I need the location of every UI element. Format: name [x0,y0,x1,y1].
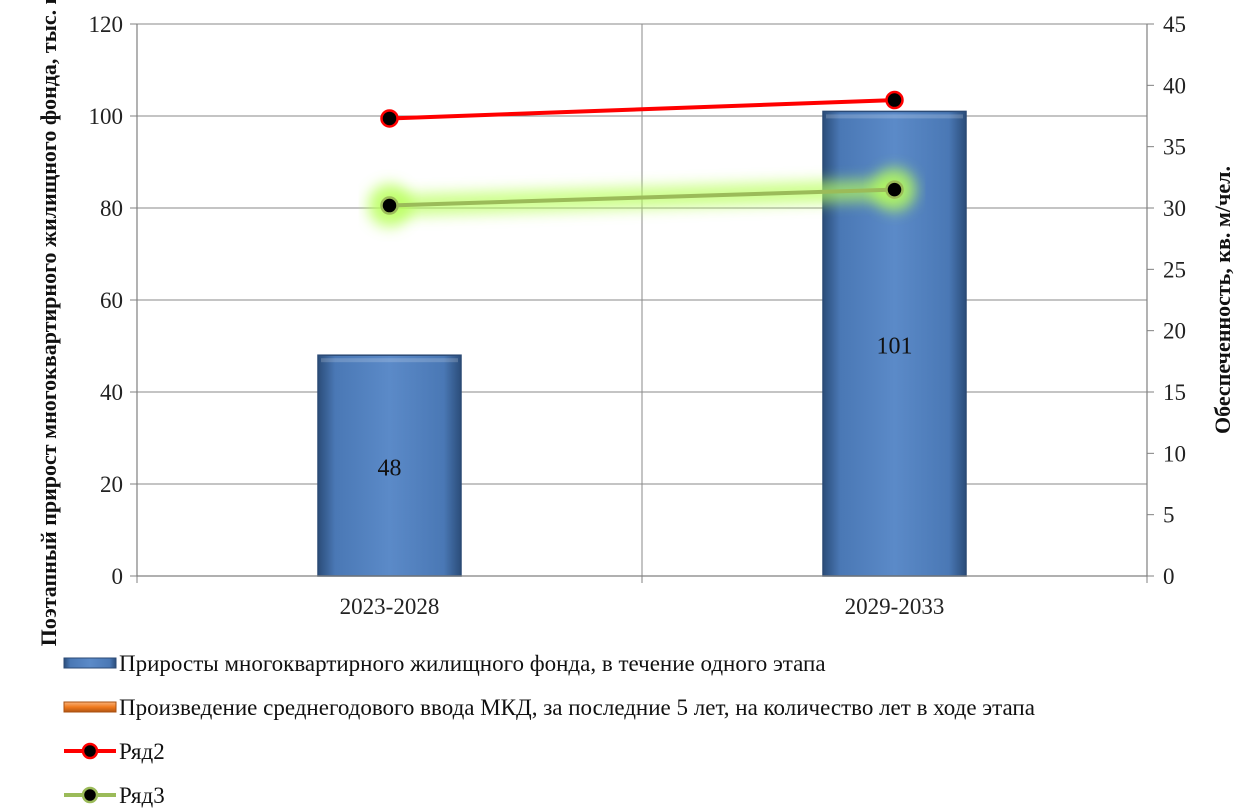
y-left-tick-label: 20 [100,472,123,497]
series-marker [380,109,399,128]
lines [367,90,917,228]
y-right-tick-label: 0 [1163,564,1175,589]
series-marker [380,196,399,215]
y-right-tick-label: 15 [1163,380,1186,405]
bar-data-label: 101 [877,334,913,360]
series-marker [885,90,904,110]
legend: Приросты многоквартирного жилищного фонд… [63,651,1035,808]
legend-swatch [63,701,117,713]
y-right-tick-label: 5 [1163,503,1175,528]
legend-swatch [63,657,117,669]
y-axis-left-title: Поэтапный прирост многоквартирного жилищ… [36,0,61,646]
series-line [389,98,895,121]
y-left-tick-label: 80 [100,196,123,221]
y-left-tick-label: 60 [100,288,123,313]
y-left-tick-label: 100 [89,104,124,129]
legend-label: Приросты многоквартирного жилищного фонд… [119,651,826,676]
y-left-tick-label: 120 [89,12,124,37]
axes: 0 20 40 60 80 100 120 0 5 10 15 20 25 30 35 40 45 2023-20… [89,12,1187,619]
y-axis-right-title: Обеспеченность, кв. м/чел. [1210,166,1235,434]
bar-highlight [826,114,963,119]
bar-highlight [321,358,458,363]
x-tick-label: 2023-2028 [340,594,440,619]
y-right-tick-label: 40 [1163,73,1186,98]
y-right-tick-label: 30 [1163,196,1186,221]
bar-data-label: 48 [378,456,402,482]
legend-label: Ряд2 [119,739,165,764]
y-right-tick-label: 45 [1163,12,1186,37]
legend-marker [81,742,99,760]
y-left-tick-label: 40 [100,380,123,405]
legend-marker [81,786,99,804]
legend-label: Произведение среднегодового ввода МКД, з… [119,695,1035,720]
y-right-tick-label: 35 [1163,135,1186,160]
y-right-tick-label: 20 [1163,319,1186,344]
y-right-tick-label: 25 [1163,257,1186,282]
y-right-tick-label: 10 [1163,441,1186,466]
grid [137,23,1147,576]
series-line [389,187,895,208]
series-marker [885,180,904,199]
legend-label: Ряд3 [119,783,165,808]
y-left-tick-label: 0 [112,564,124,589]
x-tick-label: 2029-2033 [845,594,945,619]
